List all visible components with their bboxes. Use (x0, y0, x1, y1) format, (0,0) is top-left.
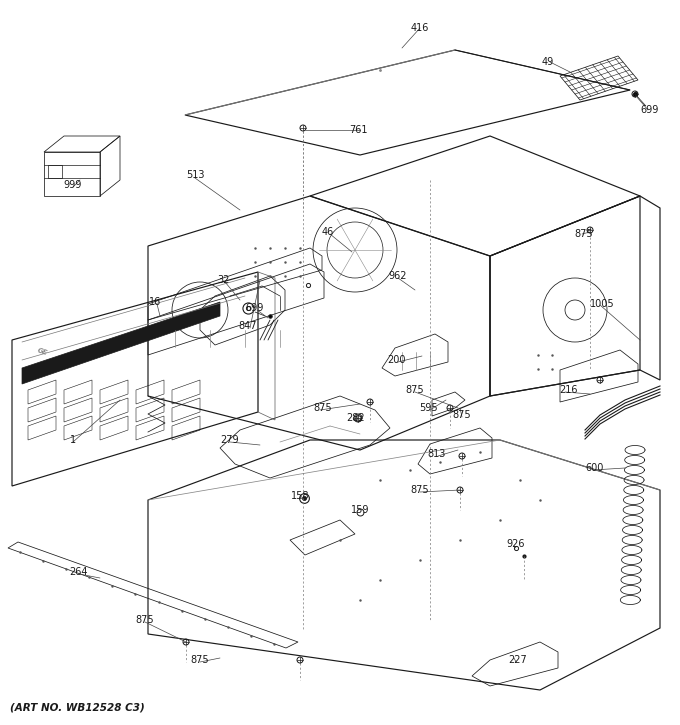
Text: 49: 49 (542, 57, 554, 67)
Text: GE: GE (36, 347, 48, 357)
Text: 962: 962 (389, 271, 407, 281)
Text: 159: 159 (351, 505, 369, 515)
Text: 875: 875 (411, 485, 429, 495)
Text: 1005: 1005 (590, 299, 614, 309)
Text: 46: 46 (322, 227, 334, 237)
Text: 761: 761 (349, 125, 367, 135)
Text: 513: 513 (186, 170, 204, 180)
Text: 158: 158 (291, 491, 309, 501)
Text: 200: 200 (388, 355, 406, 365)
Text: 875: 875 (313, 403, 333, 413)
Polygon shape (22, 302, 220, 384)
Text: 279: 279 (221, 435, 239, 445)
Text: 847: 847 (239, 321, 257, 331)
Text: 999: 999 (64, 180, 82, 190)
Text: 32: 32 (217, 275, 229, 285)
Text: 875: 875 (453, 410, 471, 420)
Text: 282: 282 (347, 413, 365, 423)
Text: 595: 595 (420, 403, 439, 413)
Text: 926: 926 (507, 539, 525, 549)
Text: 699: 699 (245, 303, 265, 313)
Text: 16: 16 (149, 297, 161, 307)
Text: 600: 600 (585, 463, 605, 473)
Text: 227: 227 (509, 655, 528, 665)
Text: 216: 216 (559, 385, 577, 395)
Text: 875: 875 (575, 229, 594, 239)
Text: 699: 699 (641, 105, 659, 115)
Text: 875: 875 (136, 615, 154, 625)
Text: 264: 264 (70, 567, 88, 577)
Text: 1: 1 (70, 435, 76, 445)
Text: 875: 875 (406, 385, 424, 395)
Text: 875: 875 (190, 655, 209, 665)
Text: (ART NO. WB12528 C3): (ART NO. WB12528 C3) (10, 702, 145, 712)
Text: 813: 813 (428, 449, 446, 459)
Text: 416: 416 (411, 23, 429, 33)
